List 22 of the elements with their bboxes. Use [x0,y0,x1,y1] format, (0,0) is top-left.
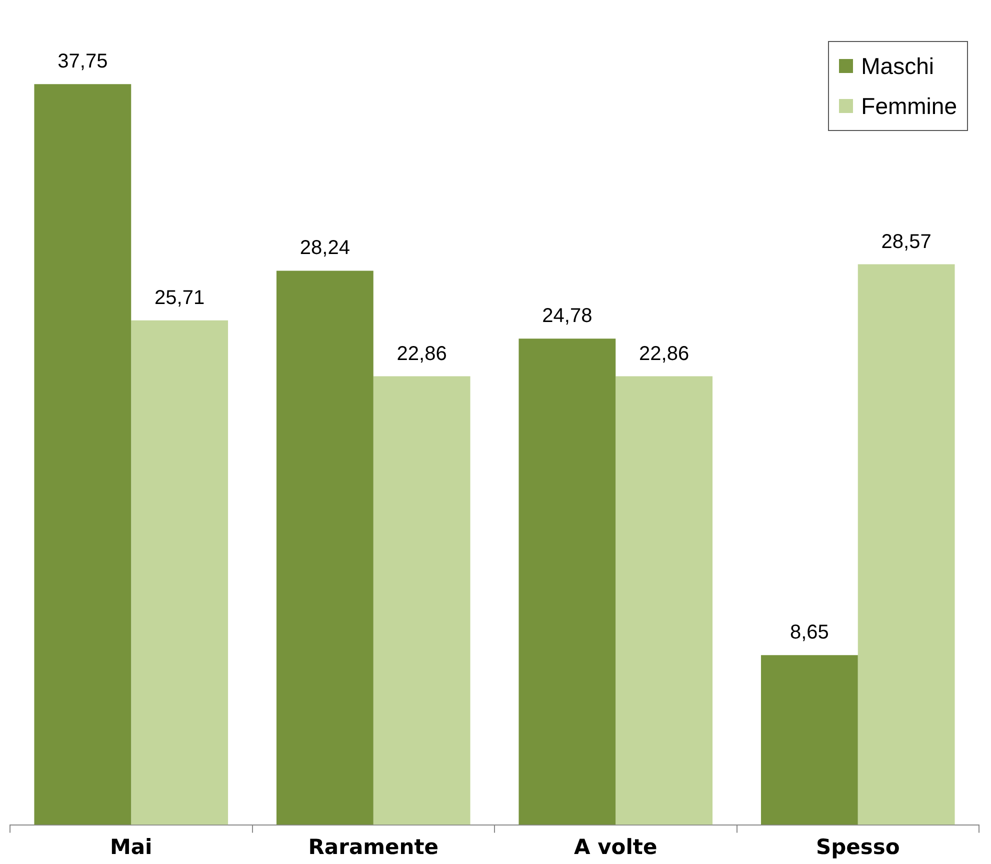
legend-label: Maschi [861,52,934,80]
data-label: 37,75 [58,50,108,73]
bar [616,376,713,825]
x-tick-label: Spesso [816,834,900,859]
data-label: 22,86 [396,342,447,365]
bar [858,264,955,825]
data-label: 24,78 [542,305,592,328]
x-tick-label: Mai [110,834,152,859]
bar [131,320,228,825]
data-label: 25,71 [154,286,205,309]
bar [276,270,374,825]
bar [34,84,132,825]
x-tick-label: Raramente [308,834,438,859]
bar [373,376,470,825]
data-label: 28,24 [300,237,350,260]
legend-label: Femmine [861,92,957,120]
bar [760,655,858,825]
bar [518,338,616,825]
x-tick-label: A volte [574,834,658,859]
data-label: 8,65 [790,622,829,644]
data-label: 22,86 [639,342,690,365]
data-label: 28,57 [881,230,932,253]
